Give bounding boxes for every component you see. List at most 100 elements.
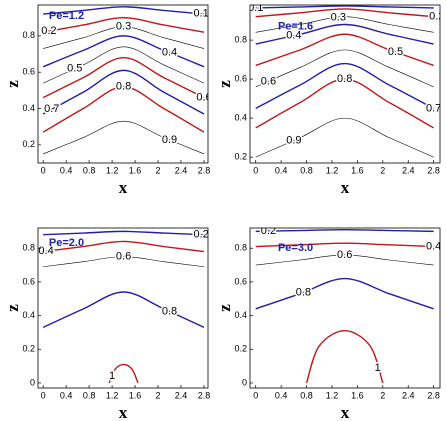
y-axis-label: z bbox=[3, 304, 22, 312]
contour-label: 0.4 bbox=[162, 47, 177, 59]
contour-label: 0.2 bbox=[41, 25, 56, 37]
x-tick-label: 0 bbox=[41, 165, 46, 175]
x-tick-label: 0.4 bbox=[275, 165, 288, 175]
x-tick-label: 0.4 bbox=[60, 165, 73, 175]
x-tick-label: 0.4 bbox=[60, 390, 73, 400]
contour-line bbox=[43, 46, 205, 84]
contour-line bbox=[42, 56, 205, 99]
y-tick-label: 0.2 bbox=[234, 152, 247, 162]
contour-label: 0.1 bbox=[248, 2, 263, 14]
x-tick-label: 0.8 bbox=[83, 165, 96, 175]
y-tick-label: 0.2 bbox=[22, 139, 35, 149]
x-tick-label: 1.6 bbox=[351, 390, 364, 400]
x-tick-label: 2.8 bbox=[198, 165, 211, 175]
x-tick-label: 2 bbox=[156, 390, 161, 400]
contour-label: 0.6 bbox=[196, 92, 211, 104]
x-tick-label: 2.4 bbox=[402, 165, 415, 175]
contour-label: 0.2 bbox=[261, 225, 276, 237]
contour-label: 0.4 bbox=[426, 240, 441, 252]
contour-label: 0.2 bbox=[429, 11, 444, 23]
annotation: Pe=1.6 bbox=[278, 20, 313, 32]
x-tick-label: 2 bbox=[380, 165, 385, 175]
contour-label: 0.8 bbox=[337, 73, 352, 85]
contour-label: 0.9 bbox=[162, 134, 177, 146]
contour-label: 0.4 bbox=[286, 30, 301, 42]
contour-line bbox=[255, 8, 434, 18]
y-tick-label: 0.6 bbox=[22, 67, 35, 77]
x-tick-label: 2.8 bbox=[198, 390, 211, 400]
contour-line bbox=[42, 69, 205, 115]
y-tick-label: 0.4 bbox=[234, 310, 247, 320]
contour-label: 0.5 bbox=[388, 46, 403, 58]
contour-line bbox=[255, 49, 434, 88]
contours: 0.1 0.2 0.3 0.4 0.5 0.6 0.7 0.8 0.9 bbox=[248, 2, 444, 158]
contour-label: 0.4 bbox=[38, 245, 53, 257]
contour-line bbox=[42, 291, 205, 329]
y-tick-label: 0.6 bbox=[234, 276, 247, 286]
contour-line bbox=[43, 240, 205, 253]
x-axis-label: x bbox=[341, 403, 350, 421]
x-tick-label: 2.4 bbox=[175, 165, 188, 175]
contour-label: 0.2 bbox=[193, 229, 208, 241]
y-tick-label: 0.8 bbox=[22, 30, 35, 40]
contour-line bbox=[305, 330, 384, 384]
panel: 0.1 0.2 0.3 0.4 0.5 0.6 0.7 0.8 0.9 0 0.4 0.8 1.2 1.6… bbox=[3, 4, 211, 197]
contour-line bbox=[43, 230, 205, 236]
contour-line bbox=[43, 17, 205, 33]
y-tick-label: 0.8 bbox=[234, 243, 247, 253]
contour-line bbox=[255, 62, 434, 110]
x-tick-label: 0 bbox=[253, 390, 258, 400]
y-tick-label: 0 bbox=[30, 377, 35, 387]
x-axis-label: x bbox=[119, 403, 128, 421]
y-tick-label: 0.4 bbox=[22, 310, 35, 320]
contours: 0.1 0.2 0.3 0.4 0.5 0.6 0.7 0.8 0.9 bbox=[40, 6, 211, 155]
y-axis-label: z bbox=[3, 80, 22, 88]
y-axis-label: z bbox=[215, 80, 234, 88]
x-tick-label: 1.2 bbox=[106, 165, 119, 175]
contour-line bbox=[43, 120, 205, 155]
x-tick-label: 2.4 bbox=[402, 390, 415, 400]
annotation: Pe=1.2 bbox=[49, 10, 84, 22]
contour-label: 0.7 bbox=[426, 102, 441, 114]
contour-line bbox=[108, 363, 139, 384]
contour-line bbox=[255, 117, 434, 158]
x-axis-label: x bbox=[119, 178, 128, 197]
x-tick-label: 0 bbox=[41, 390, 46, 400]
contour-label: 0.9 bbox=[286, 134, 301, 146]
contours: 0.2 0.4 0.6 0.8 1 bbox=[38, 228, 208, 384]
y-tick-label: 0.6 bbox=[234, 73, 247, 83]
contour-line bbox=[42, 86, 205, 133]
y-tick-label: 0.6 bbox=[22, 276, 35, 286]
x-tick-label: 0.8 bbox=[83, 390, 96, 400]
contour-line bbox=[255, 23, 434, 45]
contour-label: 0.6 bbox=[116, 251, 131, 263]
x-tick-label: 2 bbox=[380, 390, 385, 400]
y-tick-label: 0.4 bbox=[234, 113, 247, 123]
contour-label: 0.1 bbox=[193, 8, 208, 20]
contour-label: 0.5 bbox=[67, 63, 82, 75]
contour-line bbox=[255, 16, 434, 33]
annotation: Pe=2.0 bbox=[49, 237, 84, 249]
contour-line bbox=[255, 5, 434, 9]
contour-line bbox=[255, 33, 434, 67]
contour-line bbox=[255, 277, 434, 310]
x-tick-label: 1.2 bbox=[326, 165, 339, 175]
contour-label: 0.8 bbox=[162, 305, 177, 317]
contour-line bbox=[255, 242, 434, 248]
x-tick-label: 2.8 bbox=[427, 165, 440, 175]
contour-line bbox=[255, 228, 434, 233]
x-tick-label: 1.2 bbox=[106, 390, 119, 400]
plot-frame bbox=[249, 227, 441, 389]
y-axis-label: z bbox=[215, 304, 234, 312]
x-tick-label: 0.8 bbox=[300, 165, 313, 175]
contour-label: 0.8 bbox=[296, 287, 311, 299]
x-tick-label: 2.8 bbox=[427, 390, 440, 400]
contour-line bbox=[43, 256, 205, 268]
y-tick-label: 0 bbox=[242, 377, 247, 387]
contour-line bbox=[255, 254, 434, 266]
contour-line bbox=[43, 26, 205, 49]
contour-label: 0.8 bbox=[116, 81, 131, 93]
